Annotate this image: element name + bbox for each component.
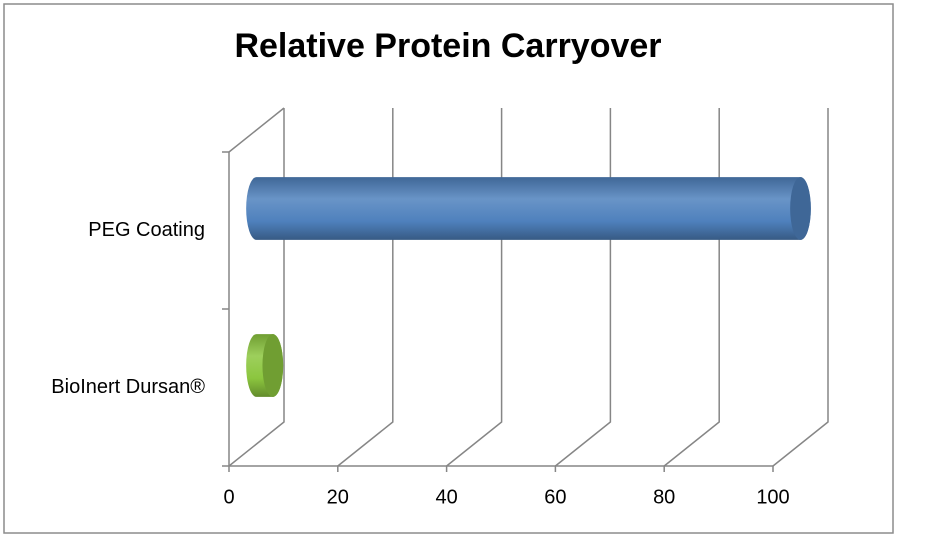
bar-cap (262, 334, 284, 397)
x-tick-label: 100 (756, 486, 789, 508)
y-tick-label: PEG Coating (88, 219, 205, 241)
chart-border (3, 3, 894, 534)
y-tick-label: BioInert Dursan® (51, 376, 205, 398)
grid-line (772, 108, 829, 467)
bar-body (246, 177, 811, 240)
x-tick-label: 80 (653, 486, 675, 508)
wall-line (228, 107, 285, 153)
x-tick-label: 0 (223, 486, 234, 508)
x-tick-label: 20 (327, 486, 349, 508)
bar (246, 177, 811, 240)
x-tick-label: 40 (435, 486, 457, 508)
chart-title: Relative Protein Carryover (234, 27, 661, 65)
bar (246, 334, 284, 397)
bar-cap (790, 177, 811, 240)
x-tick-label: 60 (544, 486, 566, 508)
